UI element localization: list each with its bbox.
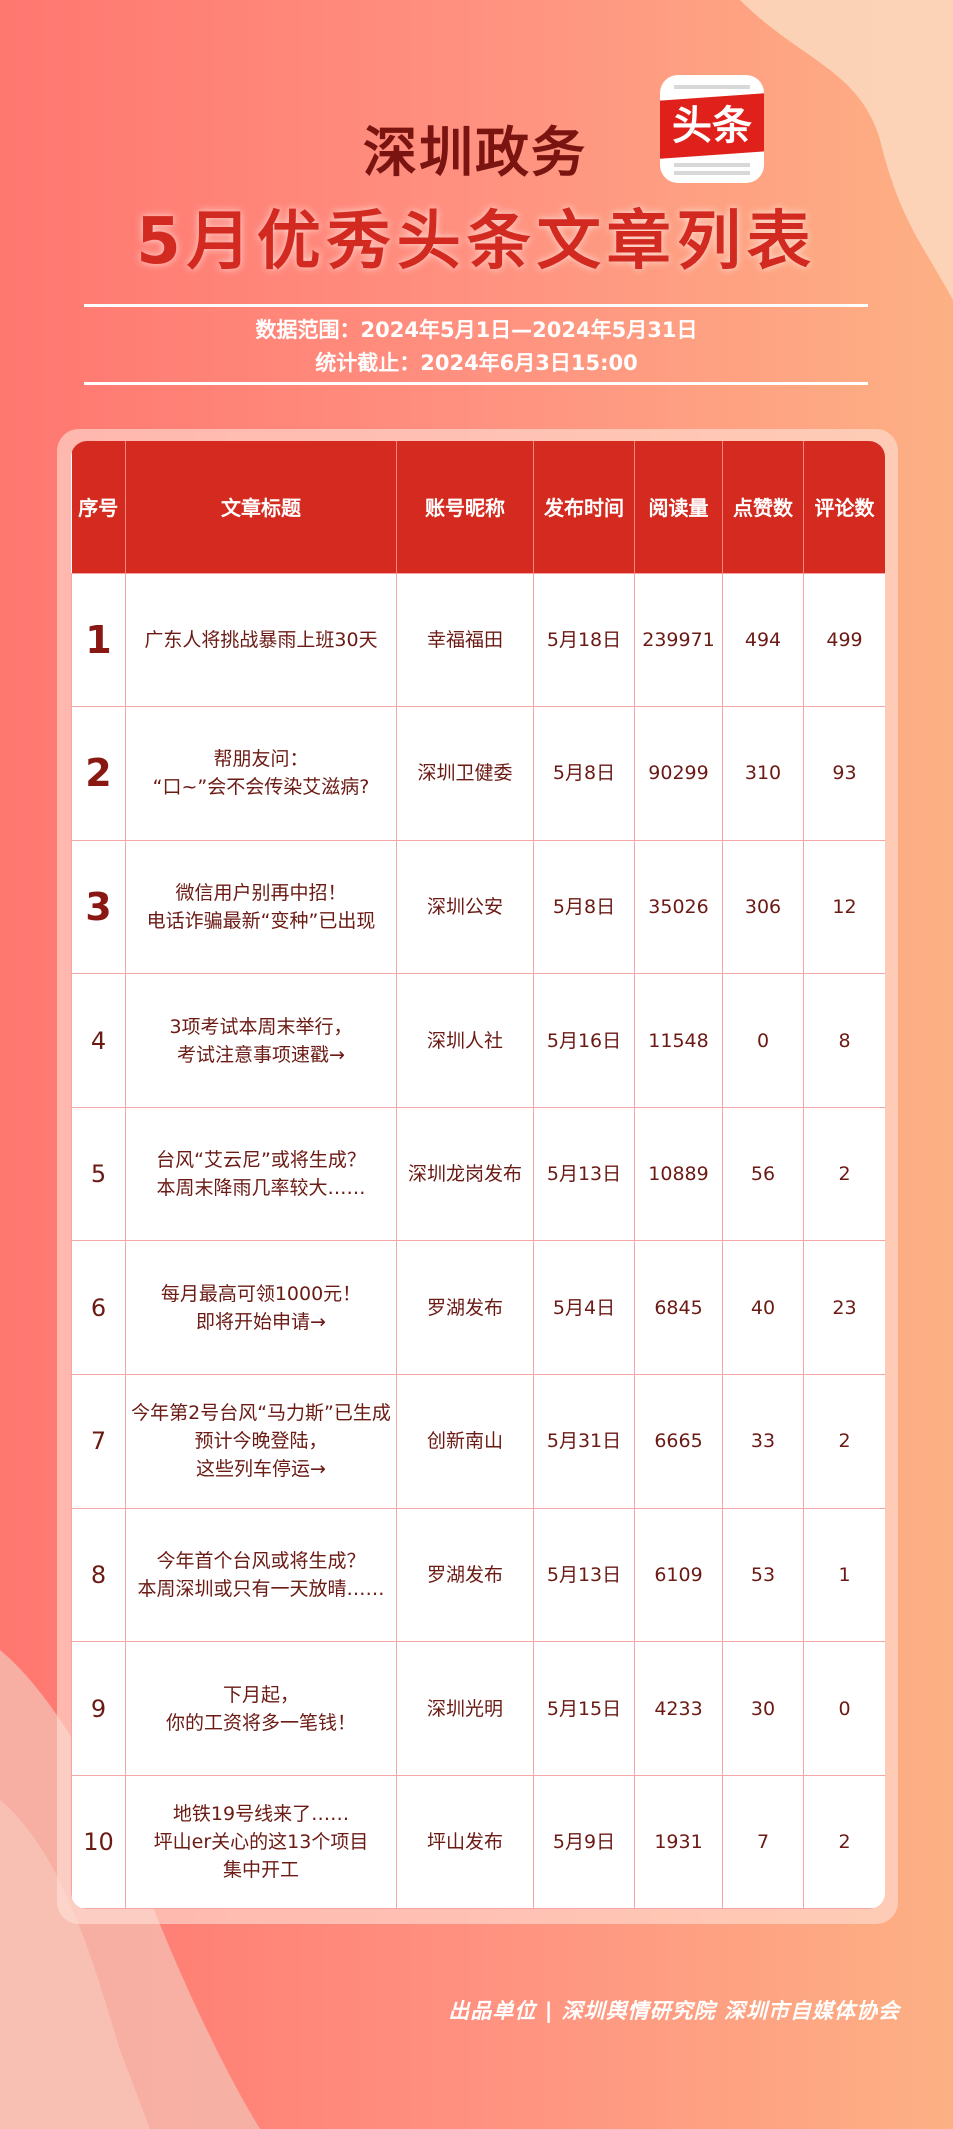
cell-rank: 2 bbox=[71, 706, 126, 841]
cell-account: 罗湖发布 bbox=[396, 1240, 534, 1376]
cell-title: 3项考试本周末举行， 考试注意事项速戳→ bbox=[125, 973, 397, 1108]
cell-comments: 2 bbox=[803, 1774, 885, 1909]
header-col-date: 发布时间 bbox=[533, 441, 635, 573]
cell-likes: 30 bbox=[722, 1641, 804, 1776]
table-row: 10 地铁19号线来了…… 坪山er关心的这13个项目 集中开工 坪山发布 5月9日 1… bbox=[71, 1774, 885, 1909]
cell-likes: 306 bbox=[722, 839, 804, 975]
header-col-rank: 序号 bbox=[71, 441, 126, 573]
cell-likes: 7 bbox=[722, 1774, 804, 1909]
article-table: 序号 文章标题 账号昵称 发布时间 阅读量 点赞数 评论数 1 广东人将挑战暴雨上班30天 幸福… bbox=[71, 441, 885, 1909]
cell-reads: 4233 bbox=[634, 1641, 723, 1776]
cell-likes: 494 bbox=[722, 572, 804, 708]
cell-date: 5月31日 bbox=[533, 1374, 635, 1509]
cell-title: 帮朋友问： “口~”会不会传染艾滋病? bbox=[125, 706, 397, 841]
stat-cutoff: 统计截止：2024年6月3日15:00 bbox=[315, 351, 638, 375]
footer-credits: 出品单位 | 深圳舆情研究院 深圳市自媒体协会 bbox=[448, 1999, 900, 2023]
cell-title: 地铁19号线来了…… 坪山er关心的这13个项目 集中开工 bbox=[125, 1774, 397, 1909]
logo-text: 头条 bbox=[672, 103, 752, 149]
cell-comments: 2 bbox=[803, 1374, 885, 1509]
cell-account: 深圳龙岗发布 bbox=[396, 1106, 534, 1242]
cell-date: 5月18日 bbox=[533, 572, 635, 708]
table-row: 7 今年第2号台风“马力斯”已生成 预计今晚登陆， 这些列车停运→ 创新南山 5月31… bbox=[71, 1374, 885, 1509]
cell-account: 罗湖发布 bbox=[396, 1507, 534, 1643]
cell-comments: 12 bbox=[803, 839, 885, 975]
cell-likes: 53 bbox=[722, 1507, 804, 1643]
cell-title: 今年首个台风或将生成？ 本周深圳或只有一天放晴…… bbox=[125, 1507, 397, 1643]
cell-likes: 33 bbox=[722, 1374, 804, 1509]
cell-date: 5月13日 bbox=[533, 1106, 635, 1242]
cell-date: 5月16日 bbox=[533, 973, 635, 1108]
cell-reads: 6109 bbox=[634, 1507, 723, 1643]
cell-comments: 2 bbox=[803, 1106, 885, 1242]
cell-date: 5月15日 bbox=[533, 1641, 635, 1776]
cell-rank: 4 bbox=[71, 973, 126, 1108]
table-row: 3 微信用户别再中招！ 电话诈骗最新“变种”已出现 深圳公安 5月8日 35026 306… bbox=[71, 839, 885, 975]
cell-likes: 56 bbox=[722, 1106, 804, 1242]
table-row: 9 下月起， 你的工资将多一笔钱！ 深圳光明 5月15日 4233 30 0 bbox=[71, 1641, 885, 1776]
cell-account: 深圳公安 bbox=[396, 839, 534, 975]
cell-account: 幸福福田 bbox=[396, 572, 534, 708]
cell-rank: 9 bbox=[71, 1641, 126, 1776]
divider-bottom bbox=[84, 382, 868, 385]
cell-reads: 35026 bbox=[634, 839, 723, 975]
cell-date: 5月8日 bbox=[533, 706, 635, 841]
cell-rank: 7 bbox=[71, 1374, 126, 1509]
table-row: 4 3项考试本周末举行， 考试注意事项速戳→ 深圳人社 5月16日 11548 0 8 bbox=[71, 973, 885, 1108]
header-col-reads: 阅读量 bbox=[634, 441, 723, 573]
toutiao-logo: 头条 bbox=[660, 75, 764, 183]
cell-reads: 90299 bbox=[634, 706, 723, 841]
cell-title: 下月起， 你的工资将多一笔钱！ bbox=[125, 1641, 397, 1776]
cell-title: 今年第2号台风“马力斯”已生成 预计今晚登陆， 这些列车停运→ bbox=[125, 1374, 397, 1509]
cell-date: 5月9日 bbox=[533, 1774, 635, 1909]
cell-date: 5月13日 bbox=[533, 1507, 635, 1643]
table-row: 5 台风“艾云尼”或将生成？ 本周末降雨几率较大…… 深圳龙岗发布 5月13日 1088… bbox=[71, 1106, 885, 1242]
cell-title: 每月最高可领1000元！ 即将开始申请→ bbox=[125, 1240, 397, 1376]
cell-likes: 310 bbox=[722, 706, 804, 841]
cell-rank: 5 bbox=[71, 1106, 126, 1242]
cell-title: 广东人将挑战暴雨上班30天 bbox=[125, 572, 397, 708]
table-row: 8 今年首个台风或将生成？ 本周深圳或只有一天放晴…… 罗湖发布 5月13日 6109 5… bbox=[71, 1507, 885, 1643]
header-col-likes: 点赞数 bbox=[722, 441, 804, 573]
cell-comments: 0 bbox=[803, 1641, 885, 1776]
data-range: 数据范围：2024年5月1日—2024年5月31日 bbox=[255, 318, 698, 342]
cell-comments: 499 bbox=[803, 572, 885, 708]
title-line-1: 深圳政务 bbox=[363, 121, 587, 184]
cell-comments: 8 bbox=[803, 973, 885, 1108]
cell-reads: 6845 bbox=[634, 1240, 723, 1376]
cell-account: 深圳光明 bbox=[396, 1641, 534, 1776]
cell-comments: 1 bbox=[803, 1507, 885, 1643]
cell-rank: 10 bbox=[71, 1774, 126, 1909]
divider-top bbox=[84, 304, 868, 307]
title-line-2: 5月优秀头条文章列表 bbox=[136, 205, 817, 279]
cell-date: 5月4日 bbox=[533, 1240, 635, 1376]
cell-comments: 93 bbox=[803, 706, 885, 841]
cell-comments: 23 bbox=[803, 1240, 885, 1376]
cell-rank: 6 bbox=[71, 1240, 126, 1376]
table-row: 2 帮朋友问： “口~”会不会传染艾滋病? 深圳卫健委 5月8日 90299 310 93 bbox=[71, 706, 885, 841]
cell-account: 坪山发布 bbox=[396, 1774, 534, 1909]
cell-reads: 239971 bbox=[634, 572, 723, 708]
table-header: 序号 文章标题 账号昵称 发布时间 阅读量 点赞数 评论数 bbox=[71, 441, 885, 573]
header-col-account: 账号昵称 bbox=[396, 441, 534, 573]
cell-reads: 1931 bbox=[634, 1774, 723, 1909]
cell-account: 深圳卫健委 bbox=[396, 706, 534, 841]
cell-title: 台风“艾云尼”或将生成？ 本周末降雨几率较大…… bbox=[125, 1106, 397, 1242]
cell-likes: 0 bbox=[722, 973, 804, 1108]
cell-account: 创新南山 bbox=[396, 1374, 534, 1509]
header-col-comments: 评论数 bbox=[803, 441, 885, 573]
table-row: 1 广东人将挑战暴雨上班30天 幸福福田 5月18日 239971 494 499 bbox=[71, 572, 885, 708]
cell-date: 5月8日 bbox=[533, 839, 635, 975]
cell-title: 微信用户别再中招！ 电话诈骗最新“变种”已出现 bbox=[125, 839, 397, 975]
cell-rank: 3 bbox=[71, 839, 126, 975]
header-col-title: 文章标题 bbox=[125, 441, 397, 573]
cell-rank: 1 bbox=[71, 572, 126, 708]
cell-rank: 8 bbox=[71, 1507, 126, 1643]
cell-likes: 40 bbox=[722, 1240, 804, 1376]
cell-account: 深圳人社 bbox=[396, 973, 534, 1108]
cell-reads: 11548 bbox=[634, 973, 723, 1108]
table-row: 6 每月最高可领1000元！ 即将开始申请→ 罗湖发布 5月4日 6845 40 23 bbox=[71, 1240, 885, 1376]
cell-reads: 6665 bbox=[634, 1374, 723, 1509]
cell-reads: 10889 bbox=[634, 1106, 723, 1242]
